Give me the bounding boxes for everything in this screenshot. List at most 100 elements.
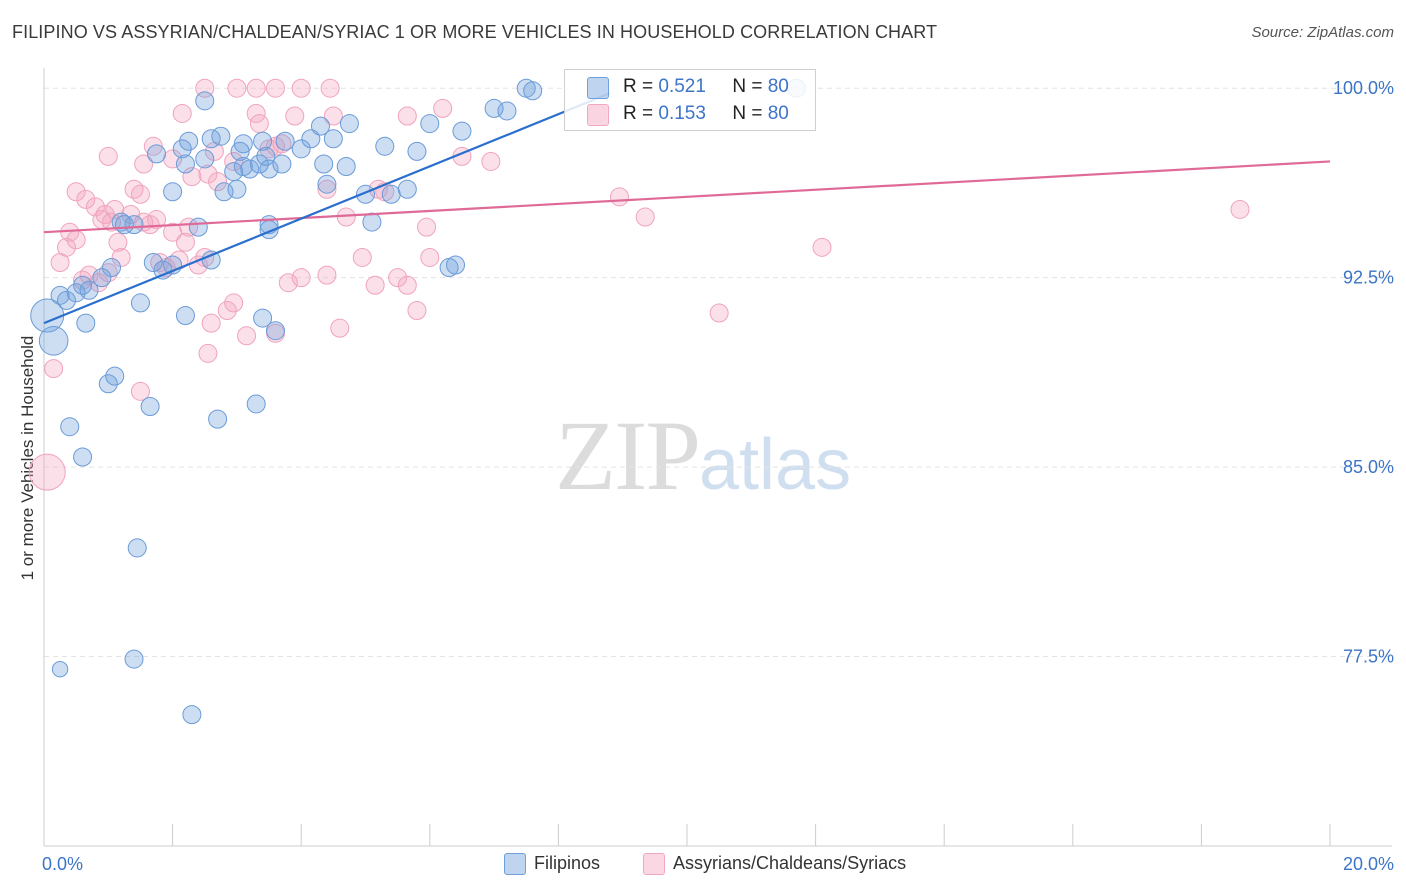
- point-filipinos: [375, 136, 395, 156]
- watermark-atlas: atlas: [699, 425, 852, 505]
- point-assyrians: [291, 78, 311, 98]
- point-filipinos: [50, 285, 70, 305]
- point-assyrians: [182, 167, 202, 187]
- legend-r-value: 0.521: [658, 76, 706, 97]
- point-assyrians: [175, 232, 195, 252]
- point-filipinos: [211, 126, 231, 146]
- point-assyrians: [172, 103, 192, 123]
- point-filipinos: [208, 409, 228, 429]
- point-assyrians: [124, 179, 144, 199]
- legend-swatch-pink: [587, 104, 609, 126]
- point-assyrians: [130, 381, 150, 401]
- point-assyrians: [66, 182, 86, 202]
- point-assyrians: [481, 151, 501, 171]
- point-assyrians: [397, 275, 417, 295]
- legend-swatch-blue: [587, 77, 609, 99]
- point-assyrians: [201, 313, 221, 333]
- point-assyrians: [198, 343, 218, 363]
- point-filipinos: [336, 157, 356, 177]
- point-assyrians: [397, 106, 417, 126]
- point-filipinos: [163, 182, 183, 202]
- point-assyrians: [217, 300, 237, 320]
- legend-n-label: N =: [732, 76, 763, 97]
- legend-text-filipinos: R = 0.521 N = 80: [623, 76, 789, 98]
- point-assyrians: [291, 268, 311, 288]
- point-assyrians: [285, 106, 305, 126]
- point-assyrians: [130, 184, 150, 204]
- point-assyrians: [407, 300, 427, 320]
- point-filipinos: [76, 313, 96, 333]
- point-filipinos: [98, 374, 118, 394]
- bottom-legend-label: Assyrians/Chaldeans/Syriacs: [673, 853, 907, 873]
- legend-r-value: 0.153: [658, 103, 706, 124]
- point-filipinos: [92, 268, 112, 288]
- correlation-legend: R = 0.521 N = 80 R = 0.153 N = 80: [564, 69, 816, 131]
- point-assyrians: [44, 359, 64, 379]
- point-filipinos: [73, 447, 93, 467]
- point-filipinos: [523, 81, 543, 101]
- watermark: ZIPatlas: [555, 398, 851, 513]
- point-filipinos: [79, 280, 99, 300]
- point-filipinos: [57, 290, 77, 310]
- point-assyrians: [95, 205, 115, 225]
- point-assyrians: [709, 303, 729, 323]
- point-filipinos: [310, 116, 330, 136]
- y-tick-label: 85.0%: [1343, 457, 1394, 477]
- point-filipinos: [188, 217, 208, 237]
- point-filipinos: [381, 184, 401, 204]
- point-filipinos: [420, 114, 440, 134]
- point-assyrians: [365, 275, 385, 295]
- chart-source: Source: ZipAtlas.com: [1251, 24, 1394, 41]
- point-filipinos: [130, 293, 150, 313]
- watermark-zip: ZIP: [555, 400, 701, 511]
- point-filipinos: [105, 366, 125, 386]
- point-assyrians: [111, 247, 131, 267]
- point-filipinos: [397, 179, 417, 199]
- point-filipinos: [323, 129, 343, 149]
- point-filipinos: [291, 139, 311, 159]
- point-filipinos: [362, 212, 382, 232]
- point-filipinos: [272, 154, 292, 174]
- point-filipinos: [175, 306, 195, 326]
- point-assyrians: [265, 78, 285, 98]
- legend-r-label: R =: [623, 76, 654, 97]
- point-assyrians: [246, 103, 266, 123]
- point-filipinos: [253, 131, 273, 151]
- point-assyrians: [224, 293, 244, 313]
- point-filipinos: [195, 149, 215, 169]
- point-assyrians: [249, 114, 269, 134]
- point-assyrians: [208, 172, 228, 192]
- point-filipinos: [60, 417, 80, 437]
- point-filipinos: [275, 131, 295, 151]
- point-filipinos: [127, 538, 147, 558]
- bottom-legend-label: Filipinos: [534, 853, 601, 873]
- point-filipinos: [233, 134, 253, 154]
- legend-text-assyrians: R = 0.153 N = 80: [623, 103, 789, 125]
- point-assyrians: [812, 237, 832, 257]
- point-filipinos: [182, 705, 202, 725]
- point-assyrians: [237, 326, 257, 346]
- point-filipinos: [195, 91, 215, 111]
- point-assyrians: [76, 189, 96, 209]
- point-filipinos: [51, 660, 69, 678]
- point-assyrians: [336, 207, 356, 227]
- trendline-assyrians: [43, 160, 1331, 234]
- point-filipinos: [317, 174, 337, 194]
- point-assyrians: [352, 247, 372, 267]
- point-filipinos: [175, 154, 195, 174]
- point-assyrians: [246, 78, 266, 98]
- point-assyrians: [66, 230, 86, 250]
- legend-r-label: R =: [623, 103, 654, 124]
- y-tick-label: 77.5%: [1343, 647, 1394, 667]
- point-assyrians: [143, 136, 163, 156]
- point-filipinos: [246, 394, 266, 414]
- point-filipinos: [314, 154, 334, 174]
- point-assyrians: [420, 247, 440, 267]
- point-filipinos: [227, 179, 247, 199]
- point-assyrians: [108, 232, 128, 252]
- point-filipinos: [230, 141, 250, 161]
- point-assyrians: [323, 106, 343, 126]
- point-assyrians: [388, 268, 408, 288]
- point-assyrians: [73, 270, 93, 290]
- legend-n-value: 80: [767, 76, 789, 97]
